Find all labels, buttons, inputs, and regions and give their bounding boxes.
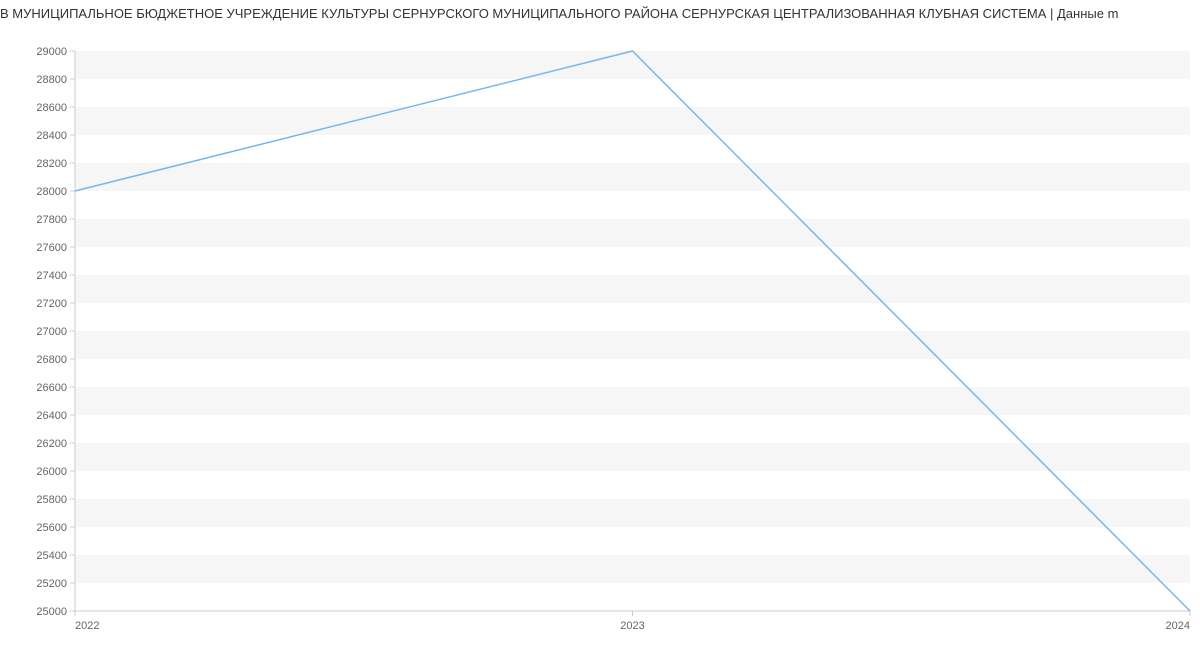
chart-title: В МУНИЦИПАЛЬНОЕ БЮДЖЕТНОЕ УЧРЕЖДЕНИЕ КУЛ… [0, 0, 1200, 26]
chart-container: 25000 25200 25400 25600 25800 26000 26200 26400… [0, 26, 1200, 646]
svg-text:28800: 28800 [36, 74, 67, 86]
svg-text:26200: 26200 [36, 438, 67, 450]
svg-text:25800: 25800 [36, 494, 67, 506]
svg-text:27000: 27000 [36, 326, 67, 338]
svg-text:25000: 25000 [36, 606, 67, 618]
svg-text:28000: 28000 [36, 186, 67, 198]
svg-text:28200: 28200 [36, 158, 67, 170]
svg-text:27600: 27600 [36, 242, 67, 254]
svg-text:26800: 26800 [36, 354, 67, 366]
svg-text:2024: 2024 [1166, 620, 1190, 632]
svg-text:2022: 2022 [75, 620, 99, 632]
svg-text:2023: 2023 [620, 620, 644, 632]
svg-text:28600: 28600 [36, 102, 67, 114]
svg-text:27200: 27200 [36, 298, 67, 310]
svg-text:28400: 28400 [36, 130, 67, 142]
svg-text:27400: 27400 [36, 270, 67, 282]
svg-text:26600: 26600 [36, 382, 67, 394]
svg-text:25400: 25400 [36, 550, 67, 562]
svg-text:27800: 27800 [36, 214, 67, 226]
svg-text:29000: 29000 [36, 46, 67, 58]
svg-text:26000: 26000 [36, 466, 67, 478]
svg-text:25600: 25600 [36, 522, 67, 534]
svg-text:25200: 25200 [36, 578, 67, 590]
svg-text:26400: 26400 [36, 410, 67, 422]
line-chart: 25000 25200 25400 25600 25800 26000 26200 26400… [0, 26, 1200, 646]
